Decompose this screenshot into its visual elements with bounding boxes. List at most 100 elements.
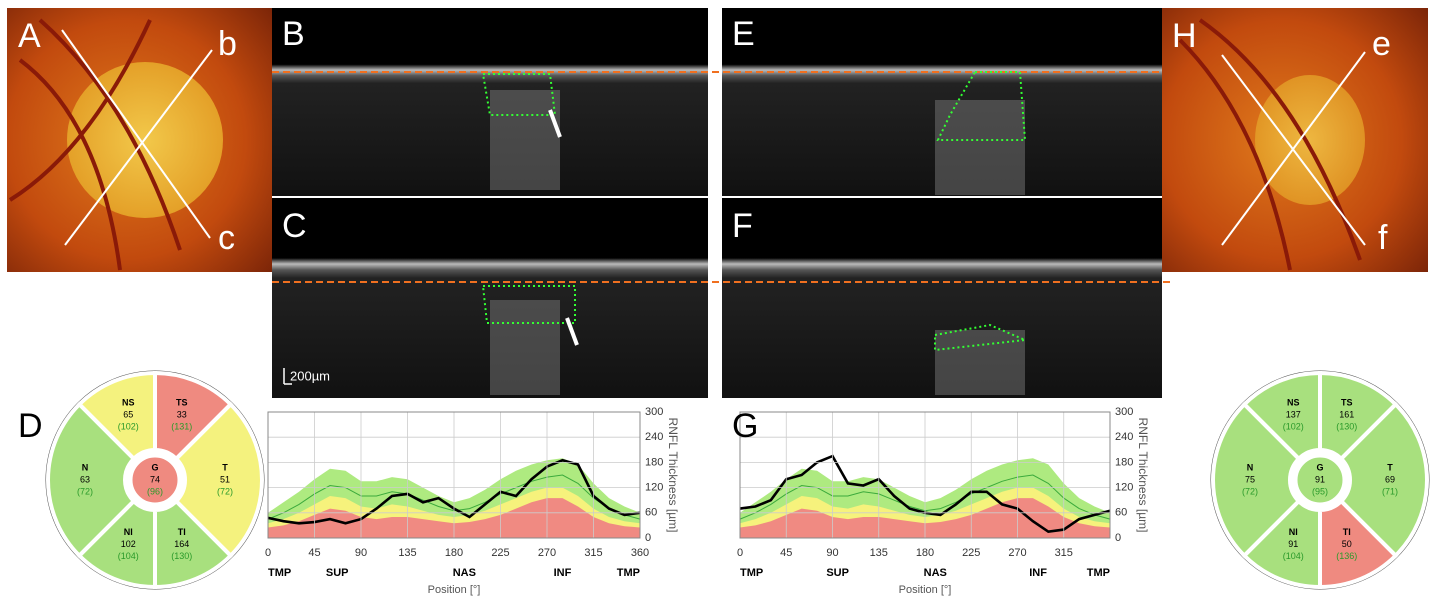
- sector-value: 75: [1245, 474, 1255, 484]
- sector-name: N: [82, 462, 89, 472]
- fundus-photo: [7, 8, 272, 272]
- sector-normal: (102): [1283, 422, 1304, 432]
- region-label: TMP: [740, 567, 763, 579]
- sector: [129, 454, 181, 506]
- region-label: SUP: [326, 567, 349, 579]
- sector-value: 102: [121, 539, 136, 549]
- sector-value: 65: [123, 410, 133, 420]
- panel-label: D: [18, 407, 43, 445]
- region-label: SUP: [826, 567, 849, 579]
- x-tick-label: 0: [737, 547, 743, 559]
- x-tick-label: 45: [780, 547, 792, 559]
- y-tick-label: 120: [1115, 482, 1133, 494]
- panel-label: F: [732, 207, 753, 245]
- sector-value: 69: [1385, 474, 1395, 484]
- sector-value: 91: [1315, 474, 1325, 484]
- sector-name: NI: [124, 527, 133, 537]
- sector-normal: (104): [118, 551, 139, 561]
- x-tick-label: 315: [1055, 547, 1073, 559]
- sector-value: 50: [1342, 539, 1352, 549]
- sector-name: TI: [1343, 527, 1351, 537]
- sector-normal: (102): [118, 422, 139, 432]
- fundus-photo: [1162, 8, 1428, 272]
- sector-value: 51: [220, 474, 230, 484]
- x-tick-label: 180: [445, 547, 463, 559]
- y-tick-label: 0: [1115, 532, 1121, 544]
- panel-label: G: [732, 407, 758, 445]
- sector-name: N: [1247, 462, 1254, 472]
- sector-name: TS: [1341, 398, 1353, 408]
- y-tick-label: 240: [1115, 431, 1133, 443]
- arrow-label: b: [218, 25, 237, 63]
- y-tick-label: 180: [645, 456, 663, 468]
- x-tick-label: 360: [631, 547, 649, 559]
- sector: [1318, 498, 1399, 590]
- sector: [1318, 370, 1399, 462]
- sector-normal: (96): [147, 486, 163, 496]
- sector: [76, 498, 157, 590]
- x-tick-label: 315: [584, 547, 602, 559]
- region-label: NAS: [924, 567, 947, 579]
- sector-name: NS: [1287, 398, 1300, 408]
- x-tick-label: 225: [491, 547, 509, 559]
- sector-normal: (72): [217, 486, 233, 496]
- x-axis-label: Position [°]: [899, 584, 952, 596]
- y-tick-label: 60: [1115, 507, 1127, 519]
- sector-name: T: [1387, 462, 1393, 472]
- sector: [1294, 454, 1346, 506]
- sector-normal: (72): [77, 486, 93, 496]
- sector-value: 33: [177, 410, 187, 420]
- region-label: INF: [554, 567, 572, 579]
- y-tick-label: 120: [645, 482, 663, 494]
- sector-normal: (104): [1283, 551, 1304, 561]
- x-tick-label: 45: [308, 547, 320, 559]
- x-tick-label: 90: [355, 547, 367, 559]
- scale-bar-label: 200µm: [290, 368, 330, 383]
- sector-name: TS: [176, 398, 188, 408]
- panel-label: A: [18, 17, 41, 55]
- sector: [153, 370, 234, 462]
- y-tick-label: 240: [645, 431, 663, 443]
- region-label: TMP: [617, 567, 640, 579]
- y-axis-label: RNFL Thickness [µm]: [1136, 418, 1150, 533]
- panel-label: C: [282, 207, 307, 245]
- sector-name: G: [1316, 462, 1323, 472]
- arrow-label: f: [1378, 219, 1388, 257]
- x-tick-label: 270: [538, 547, 556, 559]
- y-axis-label: RNFL Thickness [µm]: [666, 418, 680, 533]
- sector: [1241, 498, 1322, 590]
- y-tick-label: 60: [645, 507, 657, 519]
- sector-name: NI: [1289, 527, 1298, 537]
- sector-name: TI: [178, 527, 186, 537]
- sector-value: 137: [1286, 410, 1301, 420]
- panel-label: H: [1172, 17, 1197, 55]
- region-label: TMP: [1087, 567, 1110, 579]
- x-tick-label: 135: [398, 547, 416, 559]
- sector: [76, 370, 157, 462]
- sector-value: 161: [1339, 410, 1354, 420]
- sector-normal: (95): [1312, 486, 1328, 496]
- sector: [1338, 401, 1429, 559]
- x-axis-label: Position [°]: [428, 584, 481, 596]
- sector: [1211, 401, 1302, 559]
- y-tick-label: 300: [1115, 406, 1133, 418]
- sector-value: 164: [174, 539, 189, 549]
- sector-normal: (71): [1382, 486, 1398, 496]
- oct-scans: [272, 8, 1170, 398]
- x-tick-label: 225: [962, 547, 980, 559]
- plot-frame: [739, 411, 1111, 539]
- region-label: TMP: [268, 567, 291, 579]
- sector: [153, 498, 234, 590]
- x-tick-label: 0: [265, 547, 271, 559]
- sector-value: 91: [1288, 539, 1298, 549]
- panel-label: B: [282, 15, 305, 53]
- panel-label: E: [732, 15, 755, 53]
- arrow-label: c: [218, 219, 235, 257]
- y-tick-label: 0: [645, 532, 651, 544]
- x-tick-label: 270: [1008, 547, 1026, 559]
- y-tick-label: 180: [1115, 456, 1133, 468]
- sector-normal: (130): [1336, 422, 1357, 432]
- arrow-label: e: [1372, 25, 1391, 63]
- y-tick-label: 300: [645, 406, 663, 418]
